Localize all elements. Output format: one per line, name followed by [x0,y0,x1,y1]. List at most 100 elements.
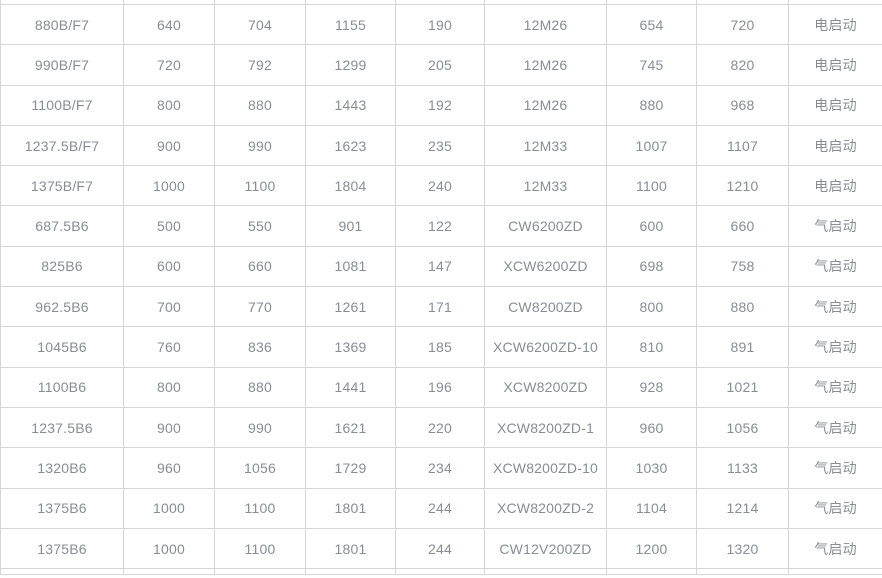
engine-model-cell: XCW8200ZD [484,366,607,408]
value-cell: 836 [214,326,306,368]
value-cell: 220 [395,406,485,449]
value-cell: 1133 [696,447,789,489]
value-cell: 1200 [606,527,697,570]
value-cell: 190 [395,3,485,46]
table-cell-empty [214,568,306,576]
value-cell: 1030 [606,447,697,489]
value-cell: 1155 [305,3,396,46]
engine-model-cell: 12M33 [484,124,607,167]
engine-model-cell: 12M33 [484,165,607,207]
value-cell: 700 [123,286,215,328]
engine-model-cell: 12M26 [484,84,607,126]
value-cell: 1056 [696,406,789,449]
engine-model-cell: XCW8200ZD-1 [484,406,607,449]
start-type-cell: 气启动 [788,205,882,247]
value-cell: 185 [395,326,485,368]
table-row-partial-bottom [0,568,882,576]
engine-model-cell: CW12V200ZD [484,527,607,570]
value-cell: 745 [606,44,697,86]
value-cell: 1007 [606,124,697,167]
value-cell: 1000 [123,165,215,207]
start-type-cell: 气启动 [788,245,882,288]
start-type-cell: 电启动 [788,124,882,167]
model-cell: 990B/F7 [0,44,124,86]
value-cell: 901 [305,205,396,247]
start-type-cell: 电启动 [788,84,882,126]
value-cell: 800 [606,286,697,328]
value-cell: 550 [214,205,306,247]
model-cell: 1375B6 [0,487,124,529]
model-cell: 880B/F7 [0,3,124,46]
value-cell: 1320 [696,527,789,570]
table-cell-empty [123,568,215,576]
table-row: 1100B/F7 800 880 1443 192 12M26 880 968 电启动 [0,84,882,126]
value-cell: 1801 [305,527,396,570]
model-cell: 962.5B6 [0,286,124,328]
value-cell: 720 [123,44,215,86]
start-type-cell: 气启动 [788,447,882,489]
value-cell: 1801 [305,487,396,529]
table-row: 1045B6 760 836 1369 185 XCW6200ZD-10 810 891 气启动 [0,326,882,368]
value-cell: 820 [696,44,789,86]
value-cell: 640 [123,3,215,46]
table-row: 825B6 600 660 1081 147 XCW6200ZD 698 758 气启动 [0,245,882,288]
value-cell: 1443 [305,84,396,126]
value-cell: 1000 [123,527,215,570]
value-cell: 171 [395,286,485,328]
value-cell: 1621 [305,406,396,449]
value-cell: 880 [696,286,789,328]
table-row: 962.5B6 700 770 1261 171 CW8200ZD 800 880 气启动 [0,286,882,328]
value-cell: 810 [606,326,697,368]
table-row: 687.5B6 500 550 901 122 CW6200ZD 600 660 气启动 [0,205,882,247]
start-type-cell: 气启动 [788,406,882,449]
table-row: 1237.5B/F7 900 990 1623 235 12M33 1007 1107 电启动 [0,124,882,167]
value-cell: 704 [214,3,306,46]
model-cell: 1320B6 [0,447,124,489]
model-cell: 825B6 [0,245,124,288]
value-cell: 500 [123,205,215,247]
value-cell: 758 [696,245,789,288]
value-cell: 1261 [305,286,396,328]
table-cell-empty [484,568,607,576]
model-cell: 1375B/F7 [0,165,124,207]
value-cell: 928 [606,366,697,408]
value-cell: 1100 [214,527,306,570]
value-cell: 240 [395,165,485,207]
table-cell-empty [0,568,124,576]
value-cell: 235 [395,124,485,167]
value-cell: 122 [395,205,485,247]
value-cell: 760 [123,326,215,368]
model-cell: 1045B6 [0,326,124,368]
start-type-cell: 气启动 [788,487,882,529]
value-cell: 1441 [305,366,396,408]
value-cell: 1056 [214,447,306,489]
table-row: 1320B6 960 1056 1729 234 XCW8200ZD-10 1030 1133… [0,447,882,489]
value-cell: 1214 [696,487,789,529]
model-cell: 1237.5B6 [0,406,124,449]
table-cell-empty [305,568,396,576]
value-cell: 205 [395,44,485,86]
table-row: 880B/F7 640 704 1155 190 12M26 654 720 电启动 [0,3,882,46]
model-cell: 1237.5B/F7 [0,124,124,167]
value-cell: 192 [395,84,485,126]
start-type-cell: 电启动 [788,44,882,86]
value-cell: 1729 [305,447,396,489]
start-type-cell: 电启动 [788,165,882,207]
value-cell: 654 [606,3,697,46]
engine-model-cell: XCW8200ZD-2 [484,487,607,529]
start-type-cell: 电启动 [788,3,882,46]
value-cell: 196 [395,366,485,408]
value-cell: 1107 [696,124,789,167]
table-cell-empty [606,568,697,576]
value-cell: 1299 [305,44,396,86]
table-cell-empty [696,568,789,576]
start-type-cell: 气启动 [788,326,882,368]
start-type-cell: 气启动 [788,366,882,408]
value-cell: 1104 [606,487,697,529]
value-cell: 990 [214,124,306,167]
engine-model-cell: XCW6200ZD [484,245,607,288]
engine-model-cell: XCW6200ZD-10 [484,326,607,368]
value-cell: 792 [214,44,306,86]
